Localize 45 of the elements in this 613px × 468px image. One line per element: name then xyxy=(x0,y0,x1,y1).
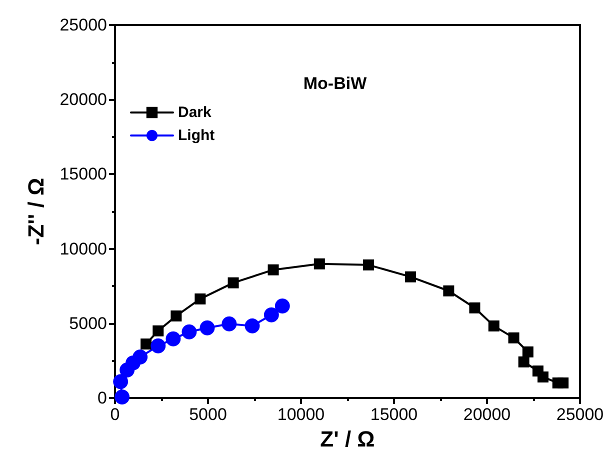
point xyxy=(469,302,480,314)
point xyxy=(182,324,197,340)
y-tick-label: 15000 xyxy=(60,164,107,184)
point xyxy=(200,320,215,336)
x-tick-label: 10000 xyxy=(277,405,325,424)
point xyxy=(132,349,148,364)
legend-label: Dark xyxy=(178,104,212,121)
y-tick-label: 0 xyxy=(98,388,107,408)
x-tick-label: 25000 xyxy=(556,405,604,424)
x-tick-label: 5000 xyxy=(189,405,227,424)
y-tick-label: 20000 xyxy=(60,90,107,110)
point xyxy=(113,374,128,390)
point xyxy=(443,285,454,296)
point xyxy=(114,389,130,404)
point xyxy=(150,338,166,354)
point xyxy=(170,310,182,322)
point xyxy=(268,264,279,276)
point xyxy=(152,325,164,336)
point xyxy=(228,277,239,288)
y-tick-label: 25000 xyxy=(60,16,107,34)
point xyxy=(405,271,416,282)
x-tick-label: 0 xyxy=(110,405,120,424)
x-axis-title: Z' / Ω xyxy=(320,426,375,452)
y-tick-label: 5000 xyxy=(69,314,107,333)
legend-label: Light xyxy=(178,127,215,144)
x-tick-label: 15000 xyxy=(370,405,418,424)
point xyxy=(537,371,548,382)
y-tick-label: 10000 xyxy=(60,239,107,258)
point xyxy=(222,316,237,332)
point xyxy=(558,377,569,388)
point xyxy=(274,298,290,314)
point xyxy=(140,338,152,350)
point xyxy=(264,307,279,322)
point xyxy=(314,258,325,270)
point xyxy=(244,318,260,334)
point xyxy=(488,320,500,332)
point xyxy=(508,332,520,344)
point xyxy=(518,356,530,368)
point xyxy=(194,293,206,304)
point xyxy=(363,259,374,270)
point xyxy=(166,331,181,346)
point xyxy=(522,346,534,358)
text: Mo-BiW xyxy=(303,74,368,93)
x-tick-label: 20000 xyxy=(463,405,511,424)
y-axis-title: -Z'' / Ω xyxy=(24,178,48,246)
